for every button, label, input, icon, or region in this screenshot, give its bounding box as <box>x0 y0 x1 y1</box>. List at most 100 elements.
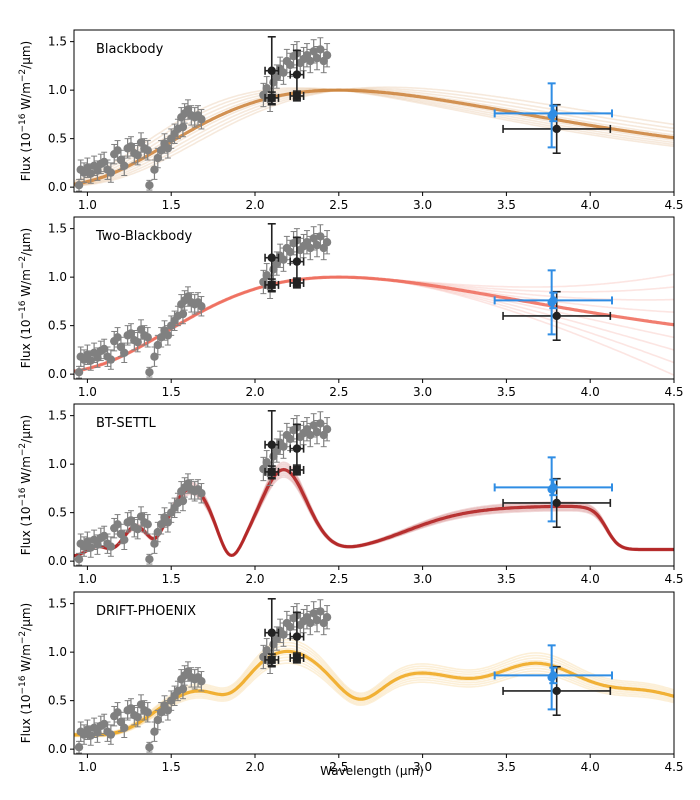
axes-frame <box>73 591 675 755</box>
x-tick-label: 2.5 <box>329 760 348 774</box>
panel-btsettl: 1.0 1.5 2.0 2.5 3.0 3.5 4.0 4.5 0.0 0.5 1.0 1.5 BT-S… <box>18 403 684 586</box>
x-tick-label: 4.5 <box>664 572 683 586</box>
x-tick-label: 2.0 <box>245 385 264 399</box>
photometry-point-marker <box>292 465 301 474</box>
photometry-point-marker <box>267 280 276 289</box>
plot-area <box>74 597 674 754</box>
spectrum-point <box>163 706 173 715</box>
x-tick-label: 1.5 <box>162 572 181 586</box>
photometry-point-marker <box>267 467 276 476</box>
spectrum-point <box>120 161 129 171</box>
y-axis-label-part: W/m <box>19 456 33 487</box>
axes-frame <box>73 29 675 193</box>
axes-frame <box>73 216 675 380</box>
y-tick-label: 0.0 <box>48 742 67 756</box>
y-axis-label-part: /μm) <box>19 415 33 443</box>
y-axis-label-part: Flux (10 <box>19 507 33 556</box>
y-tick-label: 1.5 <box>48 222 67 236</box>
x-tick-label: 1.5 <box>162 760 181 774</box>
spectrum-point <box>106 168 116 177</box>
spectrum-point <box>93 540 102 549</box>
y-tick-label: 0.5 <box>48 319 67 333</box>
spectrum-point <box>286 247 295 257</box>
x-tick-label: 2.5 <box>329 572 348 586</box>
spectrum-point <box>286 60 295 70</box>
x-tick-label: 3.5 <box>497 572 516 586</box>
photometry-point-marker <box>267 93 276 102</box>
y-tick-label: 1.0 <box>48 457 67 471</box>
spectrum-point <box>106 355 116 364</box>
spectrum-point <box>93 166 102 175</box>
y-tick-label: 1.0 <box>48 83 67 97</box>
spectrum-point <box>322 425 332 434</box>
photometry-point-marker <box>292 91 301 100</box>
x-tick-label: 3.0 <box>413 198 432 212</box>
axes-frame <box>73 403 675 567</box>
spectrum-point <box>197 115 206 124</box>
spectrum-point <box>316 232 325 241</box>
spectrum-point <box>312 427 322 437</box>
y-tick-label: 1.0 <box>48 270 67 284</box>
photometry-point-marker <box>292 257 302 266</box>
spectrum-point <box>178 496 188 506</box>
spectrum-point <box>197 302 206 311</box>
spectrum-point <box>279 630 288 639</box>
y-axis-label-part: −2 <box>18 443 28 456</box>
spectrum-point <box>316 45 325 54</box>
x-tick-label: 3.5 <box>497 385 516 399</box>
panels: 1.0 1.5 2.0 2.5 3.0 3.5 4.0 4.5 0.0 0.5 1.0 1.5 Blac… <box>18 29 684 774</box>
spectrum-point <box>113 520 122 529</box>
spectrum-point <box>156 333 166 342</box>
x-tick-label: 2.0 <box>245 572 264 586</box>
y-axis-label-part: Flux (10 <box>19 695 33 744</box>
y-axis-label-part: /μm) <box>19 603 33 631</box>
photometry-point-marker <box>552 686 561 696</box>
spectrum-point <box>126 329 136 338</box>
panel-title: DRIFT-PHOENIX <box>96 604 196 619</box>
spectrum-point <box>120 723 129 733</box>
photometry-point-marker <box>292 632 302 641</box>
y-axis-label: Flux (10−16 W/m−2/μm) <box>18 41 33 181</box>
x-tick-label: 3.0 <box>413 385 432 399</box>
spectrum-point <box>279 68 288 77</box>
plot-area <box>74 222 674 379</box>
x-tick-label: 2.0 <box>245 198 264 212</box>
spectrum-point <box>312 240 322 250</box>
spectrum-point <box>145 181 154 190</box>
photometry-point-marker <box>292 444 302 453</box>
x-tick-label: 4.5 <box>664 198 683 212</box>
spectrum-point <box>74 181 84 190</box>
spectrum-point <box>120 348 129 358</box>
y-tick-label: 0.0 <box>48 554 67 568</box>
y-axis-label-part: −16 <box>18 675 28 694</box>
panel-twobb: 1.0 1.5 2.0 2.5 3.0 3.5 4.0 4.5 0.0 0.5 1.0 1.5 Two-… <box>18 216 684 399</box>
lp-point-marker <box>547 485 556 494</box>
photometry-point-marker <box>292 278 301 287</box>
x-tick-label: 1.0 <box>78 198 97 212</box>
y-tick-label: 0.5 <box>48 506 67 520</box>
spectrum-point <box>133 524 142 534</box>
photometry-point-marker <box>292 70 302 79</box>
panel-title: BT-SETTL <box>96 416 156 431</box>
spectrum-point <box>309 421 318 430</box>
x-tick-label: 1.0 <box>78 572 97 586</box>
spectrum-point <box>145 555 154 564</box>
panel-title: Blackbody <box>96 42 164 57</box>
x-tick-label: 1.0 <box>78 385 97 399</box>
y-tick-label: 0.0 <box>48 180 67 194</box>
x-tick-label: 4.5 <box>664 385 683 399</box>
spectrum-point <box>178 122 188 132</box>
y-axis-label-part: W/m <box>19 644 33 675</box>
spectrum-point <box>156 146 166 155</box>
x-tick-label: 2.5 <box>329 198 348 212</box>
plot-area <box>74 35 674 192</box>
x-tick-label: 4.0 <box>581 385 600 399</box>
y-tick-label: 1.5 <box>48 409 67 423</box>
spectrum-point <box>262 646 271 655</box>
spectrum-point <box>163 518 173 527</box>
x-tick-label: 3.5 <box>497 760 516 774</box>
y-tick-label: 1.5 <box>48 597 67 611</box>
spectrum-point <box>316 607 325 616</box>
photometry-point-marker <box>267 440 276 449</box>
